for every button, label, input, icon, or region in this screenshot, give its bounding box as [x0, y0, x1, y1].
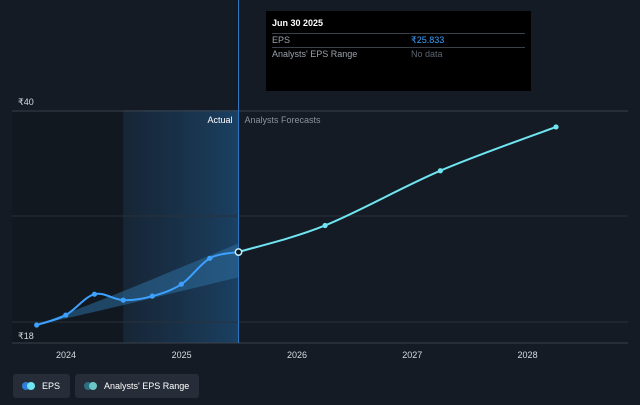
eps-line [36, 251, 239, 326]
y-tick-40: ₹40 [18, 97, 34, 107]
legend-range-button[interactable]: Analysts' EPS Range [75, 374, 200, 398]
x-tick-2026: 2026 [287, 350, 307, 360]
forecast-line [238, 125, 557, 253]
tooltip-range-value: No data [411, 49, 443, 59]
x-tick-2027: 2027 [402, 350, 422, 360]
tooltip-row-range: Analysts' EPS Range No data [272, 47, 525, 61]
forecast-label: Analysts Forecasts [245, 115, 322, 125]
tooltip-date: Jun 30 2025 [272, 18, 324, 28]
eps-point [178, 281, 184, 287]
eps-point [63, 312, 69, 318]
tooltip-row-eps: EPS ₹25.833 [272, 33, 525, 47]
actual-region [123, 110, 239, 343]
forecast-point [322, 222, 328, 229]
x-tick-2025: 2025 [172, 350, 192, 360]
tooltip-range-label: Analysts' EPS Range [272, 49, 358, 59]
legend-eps-button[interactable]: EPS [13, 374, 71, 398]
eps-point [149, 293, 155, 299]
actual-label: Actual [208, 115, 233, 125]
legend-eps-label: EPS [42, 381, 61, 391]
eps-range-band [36, 243, 239, 326]
forecast-point [553, 124, 559, 130]
forecast-point [437, 168, 443, 174]
legend: EPS Analysts' EPS Range [13, 374, 200, 398]
y-tick-18: ₹18 [18, 331, 34, 341]
current-eps-marker [234, 248, 243, 256]
eps-point [34, 322, 40, 328]
eps-point [91, 291, 98, 297]
eps-dots-icon [22, 382, 36, 390]
tooltip-eps-label: EPS [272, 35, 291, 45]
x-tick-2024: 2024 [56, 350, 76, 360]
tooltip-eps-value: ₹25.833 [411, 35, 445, 45]
x-tick-2028: 2028 [518, 350, 538, 360]
eps-point [207, 255, 213, 261]
eps-point [120, 297, 126, 303]
legend-range-label: Analysts' EPS Range [104, 381, 190, 391]
tooltip: Jun 30 2025 EPS ₹25.833 Analysts' EPS Ra… [266, 11, 531, 91]
range-dots-icon [84, 382, 98, 390]
